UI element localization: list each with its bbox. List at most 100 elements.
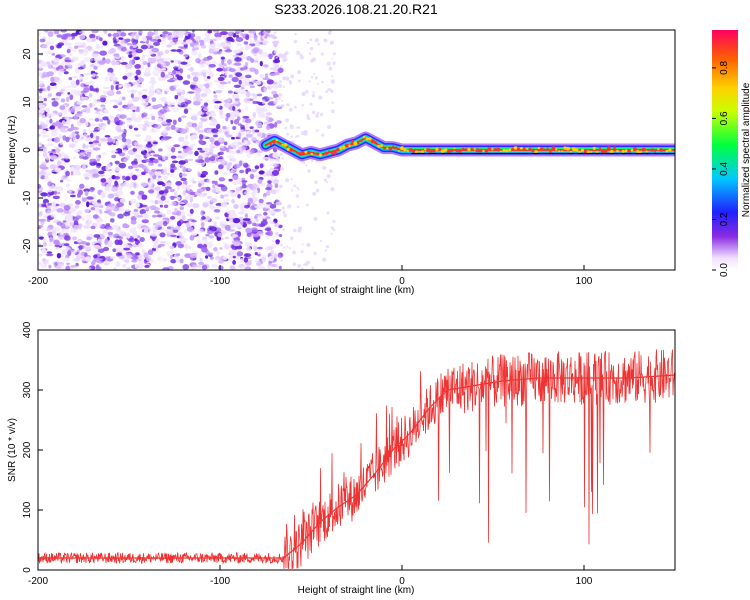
- noise-speck: [330, 187, 335, 192]
- noise-speck: [190, 71, 199, 76]
- noise-speck: [83, 87, 90, 93]
- noise-speck: [39, 38, 46, 43]
- noise-speck: [199, 64, 206, 68]
- noise-speck: [218, 127, 222, 134]
- carrier-peak: [627, 149, 631, 153]
- noise-speck: [110, 218, 115, 223]
- noise-speck: [165, 200, 170, 204]
- noise-speck: [42, 241, 47, 247]
- noise-speck: [253, 59, 259, 63]
- noise-speck: [177, 150, 182, 154]
- carrier-peak: [406, 149, 409, 152]
- noise-speck: [324, 249, 327, 252]
- noise-speck: [95, 221, 103, 228]
- carrier-peak: [549, 150, 552, 154]
- noise-speck: [70, 108, 75, 113]
- noise-speck: [141, 182, 149, 187]
- noise-speck: [326, 211, 330, 215]
- noise-speck: [306, 243, 310, 246]
- noise-speck: [211, 128, 219, 133]
- noise-speck: [252, 100, 257, 105]
- noise-speck: [269, 203, 277, 209]
- noise-speck: [127, 89, 132, 93]
- noise-speck: [52, 195, 60, 200]
- noise-speck: [81, 105, 88, 108]
- carrier-peak: [424, 148, 427, 151]
- noise-speck: [217, 232, 223, 238]
- noise-speck: [60, 98, 66, 103]
- noise-speck: [205, 255, 209, 259]
- noise-speck: [315, 188, 320, 193]
- noise-speck: [122, 224, 130, 229]
- noise-speck: [281, 206, 285, 210]
- noise-speck: [237, 260, 245, 264]
- noise-speck: [129, 228, 134, 233]
- noise-speck: [110, 84, 114, 91]
- noise-speck: [66, 64, 72, 67]
- noise-speck: [159, 201, 163, 205]
- noise-speck: [112, 248, 117, 252]
- noise-speck: [146, 255, 152, 262]
- noise-speck: [290, 74, 295, 79]
- noise-speck: [305, 164, 308, 167]
- noise-speck: [246, 149, 251, 154]
- noise-speck: [229, 219, 234, 224]
- noise-speck: [81, 197, 87, 203]
- noise-speck: [190, 143, 196, 147]
- noise-speck: [192, 203, 200, 209]
- noise-speck: [317, 42, 321, 46]
- noise-speck: [222, 171, 228, 176]
- noise-speck: [169, 188, 175, 193]
- noise-speck: [134, 263, 139, 269]
- noise-speck: [162, 136, 170, 141]
- noise-speck: [143, 116, 150, 120]
- noise-speck: [259, 256, 267, 263]
- noise-speck: [322, 165, 327, 170]
- noise-speck: [232, 234, 237, 238]
- noise-speck: [214, 32, 223, 38]
- noise-speck: [145, 152, 151, 158]
- noise-speck: [264, 246, 271, 251]
- noise-speck: [231, 136, 235, 140]
- noise-speck: [116, 90, 122, 95]
- noise-speck: [250, 117, 255, 121]
- noise-speck: [243, 191, 250, 196]
- noise-speck: [198, 155, 203, 161]
- carrier-peak: [505, 149, 509, 153]
- noise-speck: [91, 143, 99, 146]
- noise-speck: [186, 184, 192, 188]
- noise-speck: [273, 101, 278, 105]
- carrier-peak: [482, 149, 485, 152]
- noise-speck: [67, 250, 72, 257]
- noise-speck: [131, 256, 139, 261]
- noise-speck: [137, 194, 142, 200]
- noise-speck: [258, 170, 265, 175]
- noise-speck: [75, 134, 80, 140]
- noise-speck: [216, 258, 220, 262]
- noise-speck: [78, 75, 83, 80]
- noise-speck: [65, 216, 73, 223]
- noise-speck: [153, 154, 160, 157]
- noise-speck: [73, 156, 77, 160]
- noise-speck: [135, 34, 140, 40]
- noise-speck: [273, 209, 282, 212]
- noise-speck: [57, 191, 61, 195]
- noise-speck: [82, 164, 86, 171]
- noise-speck: [204, 77, 209, 83]
- carrier-peak: [272, 140, 276, 144]
- noise-speck: [112, 224, 119, 230]
- noise-speck: [128, 237, 135, 243]
- carrier-peak: [665, 149, 669, 153]
- noise-speck: [93, 234, 101, 238]
- noise-speck: [89, 64, 96, 68]
- noise-speck: [93, 244, 101, 249]
- carrier-peak: [278, 142, 281, 145]
- noise-speck: [38, 183, 42, 189]
- noise-speck: [309, 38, 313, 42]
- noise-speck: [84, 81, 91, 86]
- noise-speck: [273, 59, 281, 64]
- noise-speck: [174, 59, 179, 64]
- noise-speck: [236, 251, 244, 257]
- noise-speck: [119, 197, 126, 204]
